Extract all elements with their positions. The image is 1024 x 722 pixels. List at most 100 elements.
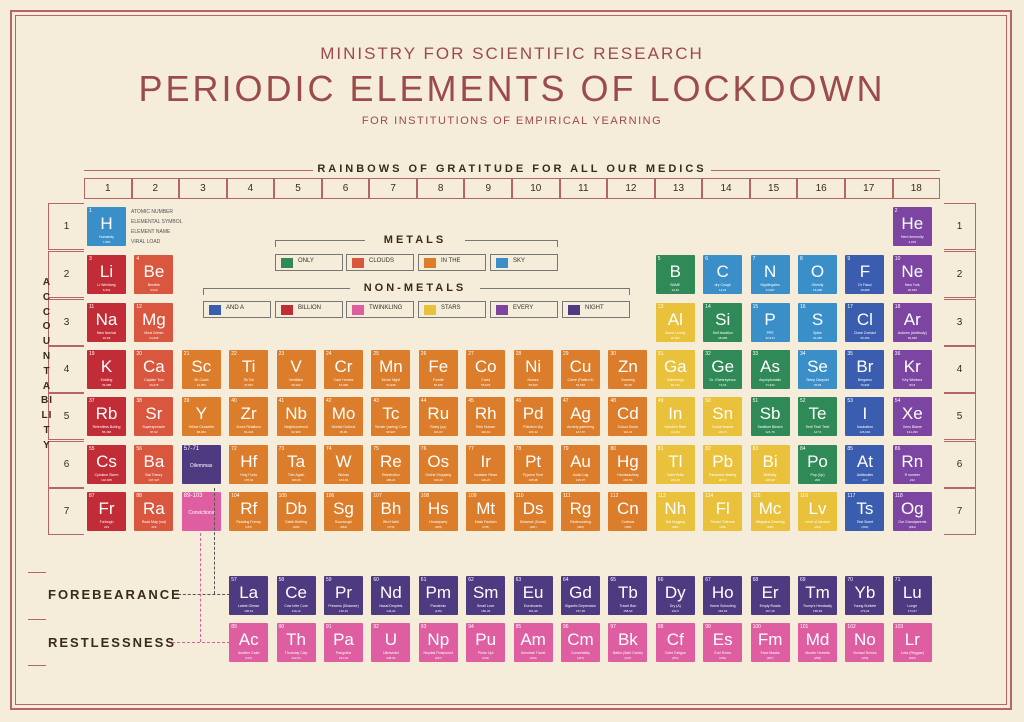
element-name: Bergamo [857, 378, 872, 382]
element-tile-zr: 40 Zr Zoom Relations 91,224 [229, 397, 269, 436]
element-number: 11 [89, 304, 95, 310]
element-name: Tender (caring) Care [374, 425, 407, 429]
element-symbol: Ga [663, 357, 687, 376]
element-symbol: Fe [428, 357, 449, 376]
element-number: 43 [373, 398, 379, 404]
element-name: R number [904, 473, 920, 477]
element-name: Fomite [432, 378, 444, 382]
element-tile-cr: 24 Cr Care Homes 51,996 [324, 350, 363, 389]
element-number: 79 [563, 446, 569, 452]
element-symbol: Mt [476, 499, 496, 518]
element-symbol: Ni [525, 357, 542, 376]
element-viral-load: 183,84 [338, 478, 349, 482]
key-atomic-number: ATOMIC NUMBER [131, 209, 174, 215]
element-viral-load: 131,293 [906, 430, 918, 434]
element-viral-load: 78,96 [813, 383, 822, 387]
element-number: 99 [705, 624, 711, 630]
element-symbol: Al [667, 310, 683, 329]
element-symbol: C [716, 262, 729, 281]
element-viral-load: 65,38 [624, 383, 632, 387]
group-header: 8 [416, 178, 465, 199]
element-viral-load: 209 [814, 478, 820, 482]
element-tile-k: 19 K Kidding 39,098 [87, 350, 126, 389]
element-name: Antibodies [856, 473, 874, 477]
legend-label: SKY [513, 258, 526, 264]
element-symbol: Rg [569, 499, 592, 518]
element-symbol: Db [285, 499, 307, 518]
element-name: Sanitiser Bleach [757, 425, 783, 429]
group-header: 15 [749, 178, 798, 199]
legend-label: IN THE [441, 258, 461, 264]
element-viral-load: 39,948 [907, 336, 917, 340]
element-viral-load: 44,956 [196, 383, 206, 387]
element-number: 89 [231, 624, 237, 630]
element-viral-load: 63,546 [575, 383, 586, 387]
element-name: Key Workers [902, 378, 923, 382]
element-number: 100 [752, 624, 761, 630]
element-name: Level of Vaccine [804, 520, 831, 524]
element-number: 14 [705, 304, 711, 310]
element-number: 13 [657, 304, 664, 310]
element-tile-br: 35 Br Bergamo 79,904 [845, 350, 885, 389]
element-tile-sb: 51 Sb Sanitiser Bleach 121,76 [750, 397, 790, 436]
element-viral-load: 144,24 [386, 609, 396, 613]
element-viral-load: 162,5 [671, 609, 680, 613]
element-tile-os: 76 Os Online Shopping 190,23 [418, 445, 458, 484]
element-name: Li Wenliang [97, 283, 116, 287]
element-name: Zoom Relations [236, 425, 261, 429]
element-symbol: Ra [143, 499, 165, 518]
divider [28, 665, 46, 666]
element-name: Birthday [763, 473, 777, 477]
element-tile-bk: 97 Bk Baths (Safe Cards) (247) [608, 623, 648, 662]
element-name: Nightingales [760, 283, 780, 287]
element-number: 87 [89, 493, 95, 499]
element-number: 112 [610, 493, 619, 499]
element-viral-load: 126,904 [859, 430, 871, 434]
element-viral-load: 174,97 [907, 609, 917, 613]
element-number: 17 [847, 304, 853, 310]
element-name: Kidding [100, 378, 113, 382]
element-tile-be: 4 Be Breathe 9,012 [134, 255, 174, 294]
element-number: 33 [752, 351, 759, 357]
element-number: 105 [278, 493, 287, 499]
element-name: PPE [766, 331, 774, 335]
element-name: Dalek Briefing [285, 520, 307, 524]
element-tile-ce: 58 Ce Cow Infer Cure 140,12 [276, 576, 316, 615]
element-symbol: Os [427, 452, 450, 471]
element-tile-tl: 81 Tl Toilet Rolls 204,38 [655, 445, 695, 484]
element-symbol: Es [712, 630, 733, 649]
element-number: 57-71 [183, 446, 200, 452]
element-name: Ultraviolet [383, 651, 399, 655]
element-symbol: S [811, 310, 824, 329]
element-symbol: Au [570, 452, 591, 471]
element-number: 26 [420, 351, 427, 357]
element-symbol: Kr [903, 357, 921, 376]
element-tile-fr: 87 Fr Furlough 223 [87, 492, 126, 531]
element-symbol: Hf [240, 452, 258, 471]
element-name: Zooming [621, 378, 635, 382]
element-name: Our Grandparents [898, 520, 927, 524]
element-symbol: Dy [664, 583, 686, 602]
element-name: Not Hugging [665, 520, 686, 524]
legend-swatch [496, 258, 508, 268]
element-number: 19 [89, 351, 95, 357]
element-viral-load: 207,2 [718, 478, 727, 482]
element-name: Young Buhlete [853, 604, 877, 608]
banner-text: RAINBOWS OF GRATITUDE FOR ALL OUR MEDICS [313, 163, 711, 175]
element-tile-o: 8 O Obesity 15,999 [798, 255, 837, 294]
element-viral-load: 210 [862, 478, 868, 482]
element-symbol: Nb [285, 404, 307, 423]
element-tile-po: 84 Po Pop (Up) 209 [798, 445, 837, 484]
element-symbol: Pd [522, 404, 544, 423]
element-tile-ni: 28 Ni Nurses 58,693 [513, 350, 553, 389]
element-viral-load: 58,693 [528, 383, 538, 387]
element-viral-load: 196,97 [575, 478, 586, 482]
element-viral-load: 88,906 [196, 430, 206, 434]
element-tile-fm: 100 Fm Face Masks (257) [750, 623, 790, 662]
element-name: Rich Human [476, 425, 496, 429]
element-number: 68 [752, 577, 759, 583]
element-viral-load: (269) [434, 525, 442, 529]
element-name: Nurses [527, 378, 539, 382]
element-number: 28 [515, 351, 522, 357]
element-viral-load: 74,922 [765, 383, 775, 387]
